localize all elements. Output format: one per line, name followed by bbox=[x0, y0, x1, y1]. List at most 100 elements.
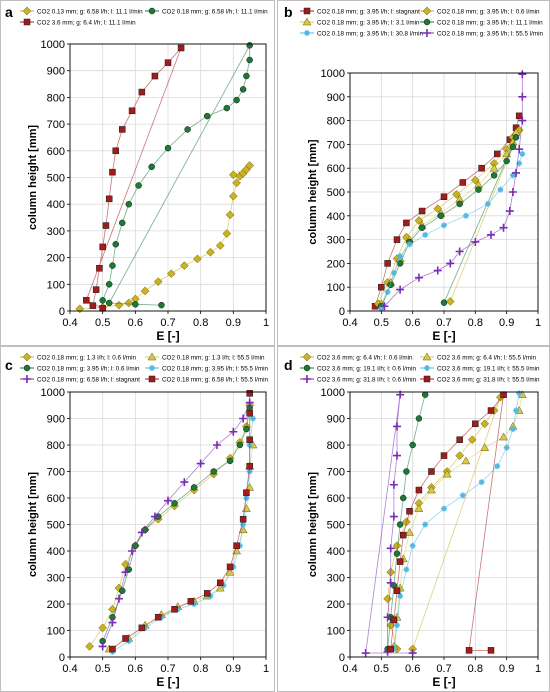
data-point bbox=[442, 469, 452, 478]
legend-label: CO2 0.18 mm; g: 3.95 l/h; l: stagnant bbox=[317, 9, 420, 16]
data-point bbox=[427, 485, 436, 494]
data-point bbox=[83, 297, 90, 304]
legend-label: CO2 0.18 mm; g: 6.58 l/h; l: stagnant bbox=[37, 377, 140, 384]
x-tick-label: 0.6 bbox=[405, 663, 420, 675]
legend-marker bbox=[22, 352, 32, 362]
data-point bbox=[99, 243, 106, 251]
data-point bbox=[229, 427, 238, 436]
x-tick-label: 0.5 bbox=[95, 317, 110, 329]
data-point bbox=[140, 286, 150, 296]
data-point bbox=[487, 647, 495, 654]
data-point bbox=[478, 479, 485, 486]
data-point bbox=[378, 305, 385, 312]
panel-c: c 0 100 200 300 400 500 600 700 800 900 1000 0.4 0.5 0… bbox=[0, 346, 275, 692]
data-point bbox=[177, 44, 185, 52]
panel-letter: a bbox=[5, 4, 13, 20]
legend-label: CO2 3.6 mm; g: 6.4 l/h; l: 0.6 l/min bbox=[317, 355, 413, 362]
data-point bbox=[226, 457, 234, 465]
y-axis-label: column height [mm] bbox=[307, 472, 319, 577]
data-point bbox=[246, 390, 253, 397]
series-3 bbox=[99, 404, 253, 645]
data-point bbox=[494, 150, 501, 158]
data-point bbox=[246, 468, 253, 475]
data-point bbox=[243, 72, 250, 80]
data-point bbox=[472, 420, 479, 428]
data-point bbox=[96, 265, 103, 272]
x-tick-label: 0.6 bbox=[128, 317, 143, 329]
x-tick-label: 1 bbox=[263, 663, 269, 675]
data-point bbox=[386, 578, 395, 587]
data-point bbox=[384, 288, 391, 295]
data-point bbox=[246, 462, 253, 470]
legend-item: CO2 0.18 mm; g: 3.95 l/h; l: stagnant bbox=[300, 7, 420, 16]
legend-label: CO2 0.18 mm; g: 1.3 l/h; l: 0.6 l/min bbox=[37, 355, 137, 362]
data-point bbox=[393, 587, 401, 594]
data-point bbox=[400, 531, 407, 539]
x-tick-label: 0.8 bbox=[193, 317, 208, 329]
legend-label: CO2 0.18 mm; g: 3.95 l/h; l: 55.5 l/min bbox=[162, 366, 269, 373]
data-point bbox=[475, 186, 482, 193]
panel-letter: b bbox=[284, 4, 293, 20]
data-point bbox=[405, 527, 414, 536]
data-point bbox=[230, 563, 237, 570]
x-tick-label: 0.4 bbox=[62, 663, 77, 675]
data-point bbox=[115, 594, 123, 603]
data-point bbox=[137, 528, 146, 537]
data-point bbox=[456, 436, 463, 443]
data-point bbox=[215, 241, 225, 250]
data-point bbox=[191, 601, 198, 607]
panel-b: b 0 100 200 300 400 500 600 700 800 900 1000 0.4 0.5 0… bbox=[277, 0, 550, 346]
y-tick-label: 400 bbox=[327, 211, 345, 223]
y-tick-label: 0 bbox=[59, 652, 65, 664]
x-tick-label: 0.5 bbox=[95, 663, 110, 675]
legend-label: CO2 3.6 mm; g: 19.1 l/h; l: 0.6 l/min bbox=[317, 366, 417, 373]
x-tick-label: 1 bbox=[535, 317, 541, 329]
data-point bbox=[233, 542, 240, 549]
data-point bbox=[225, 210, 235, 220]
data-point bbox=[505, 207, 514, 216]
data-point bbox=[128, 107, 136, 114]
data-point bbox=[151, 72, 159, 80]
y-tick-label: 600 bbox=[47, 493, 65, 505]
data-point bbox=[98, 642, 107, 651]
data-point bbox=[518, 116, 527, 125]
data-point bbox=[508, 188, 517, 196]
data-point bbox=[433, 266, 442, 275]
legend: CO2 0.18 mm; g: 3.95 l/h; l: stagnant CO2… bbox=[300, 6, 544, 38]
data-point bbox=[487, 230, 495, 239]
data-point bbox=[122, 635, 129, 642]
data-point bbox=[471, 237, 480, 246]
data-point bbox=[414, 273, 423, 282]
data-point bbox=[415, 415, 423, 422]
x-tick-label: 0.7 bbox=[160, 663, 175, 675]
legend-item: CO2 0.18 mm; g: 3.95 l/h; l: 55.5 l/min bbox=[145, 365, 269, 373]
legend-marker bbox=[149, 365, 155, 371]
legend-marker bbox=[303, 364, 311, 372]
data-point bbox=[164, 496, 172, 505]
y-tick-label: 900 bbox=[47, 414, 65, 426]
data-point bbox=[179, 261, 189, 270]
data-point bbox=[480, 419, 490, 429]
y-tick-label: 0 bbox=[59, 306, 65, 318]
series-5 bbox=[378, 150, 526, 312]
legend-marker bbox=[148, 7, 156, 15]
data-point bbox=[513, 407, 520, 414]
x-tick-label: 0.7 bbox=[436, 317, 451, 329]
series-3 bbox=[384, 391, 429, 653]
y-tick-label: 300 bbox=[327, 573, 345, 585]
data-point bbox=[150, 512, 159, 521]
data-point bbox=[239, 414, 248, 423]
data-point bbox=[390, 616, 398, 624]
data-point bbox=[187, 598, 195, 605]
data-point bbox=[135, 182, 142, 189]
y-tick-label: 800 bbox=[327, 440, 345, 452]
y-tick-label: 200 bbox=[47, 253, 65, 265]
legend-item: CO2 0.18 mm; g: 6.58 l/h; l: stagnant bbox=[20, 375, 140, 384]
y-tick-label: 600 bbox=[327, 163, 345, 175]
data-point bbox=[233, 96, 240, 104]
x-tick-label: 0.5 bbox=[374, 317, 389, 329]
x-tick-label: 0.9 bbox=[499, 663, 514, 675]
y-tick-label: 100 bbox=[47, 279, 65, 291]
data-point bbox=[226, 563, 234, 571]
